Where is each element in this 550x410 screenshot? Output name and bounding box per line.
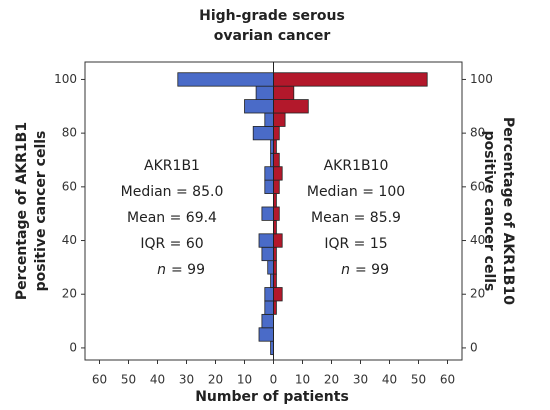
annotation: Mean = 85.9 xyxy=(311,210,401,226)
annotation: n xyxy=(157,262,166,278)
annotation: IQR = 60 xyxy=(140,236,203,252)
y2-tick-label: 100 xyxy=(470,72,493,86)
x-tick-label: 40 xyxy=(382,373,397,387)
bar xyxy=(273,152,280,168)
bar xyxy=(261,246,274,262)
x-axis-label: Number of patients xyxy=(195,389,349,405)
x-tick-label: 40 xyxy=(150,373,165,387)
annotation: AKR1B10 xyxy=(324,158,389,174)
y-tick-label: 100 xyxy=(54,72,77,86)
bar xyxy=(264,179,274,194)
x-tick-label: 50 xyxy=(121,373,136,387)
bar xyxy=(264,112,274,127)
annotation: = 99 xyxy=(171,262,205,278)
bar xyxy=(273,233,283,248)
y-tick-label: 60 xyxy=(62,179,77,193)
y2-tick-label: 80 xyxy=(470,126,485,140)
bar xyxy=(273,166,283,181)
bar xyxy=(252,126,274,141)
y2-axis-label: Percentage of AKR1B10 xyxy=(500,117,516,305)
x-tick-label: 30 xyxy=(179,373,194,387)
bar xyxy=(264,166,274,181)
bar xyxy=(255,85,274,100)
y-tick-label: 20 xyxy=(62,287,77,301)
y2-tick-label: 20 xyxy=(470,287,485,301)
bar xyxy=(264,287,274,302)
bar xyxy=(177,72,274,87)
bar xyxy=(273,112,286,127)
bar xyxy=(261,206,274,221)
y2-tick-label: 0 xyxy=(470,340,478,354)
annotation: Mean = 69.4 xyxy=(127,210,217,226)
bar xyxy=(273,99,309,114)
bar xyxy=(273,179,280,194)
annotation: IQR = 15 xyxy=(324,236,387,252)
bar xyxy=(273,287,283,302)
y2-axis-label: positive cancer cells xyxy=(481,131,497,292)
y2-tick-label: 60 xyxy=(470,179,485,193)
annotation: AKR1B1 xyxy=(144,158,200,174)
annotation: n xyxy=(341,262,350,278)
x-tick-label: 60 xyxy=(92,373,107,387)
chart-title: ovarian cancer xyxy=(214,28,331,44)
bar xyxy=(258,327,274,342)
annotation: = 99 xyxy=(355,262,389,278)
bar xyxy=(273,126,280,141)
x-tick-label: 20 xyxy=(208,373,223,387)
bar xyxy=(264,300,274,315)
y-tick-label: 40 xyxy=(62,233,77,247)
bar xyxy=(244,99,274,114)
annotation: Median = 85.0 xyxy=(121,184,224,200)
bar xyxy=(273,72,428,87)
x-tick-label: 20 xyxy=(324,373,339,387)
x-tick-label: 30 xyxy=(353,373,368,387)
y-axis-label: positive cancer cells xyxy=(33,131,49,292)
bar xyxy=(273,85,295,100)
bar xyxy=(261,313,274,329)
x-tick-label: 0 xyxy=(270,373,278,387)
x-tick-label: 50 xyxy=(411,373,426,387)
bar xyxy=(267,260,274,275)
y2-tick-label: 40 xyxy=(470,233,485,247)
chart-title: High-grade serous xyxy=(199,8,345,24)
y-axis-label: Percentage of AKR1B1 xyxy=(14,122,30,300)
bar xyxy=(258,233,274,248)
x-tick-label: 10 xyxy=(295,373,310,387)
y-tick-label: 80 xyxy=(62,126,77,140)
bar xyxy=(273,206,280,221)
x-tick-label: 60 xyxy=(440,373,455,387)
annotation: Median = 100 xyxy=(307,184,405,200)
x-tick-label: 10 xyxy=(237,373,252,387)
y-tick-label: 0 xyxy=(69,340,77,354)
